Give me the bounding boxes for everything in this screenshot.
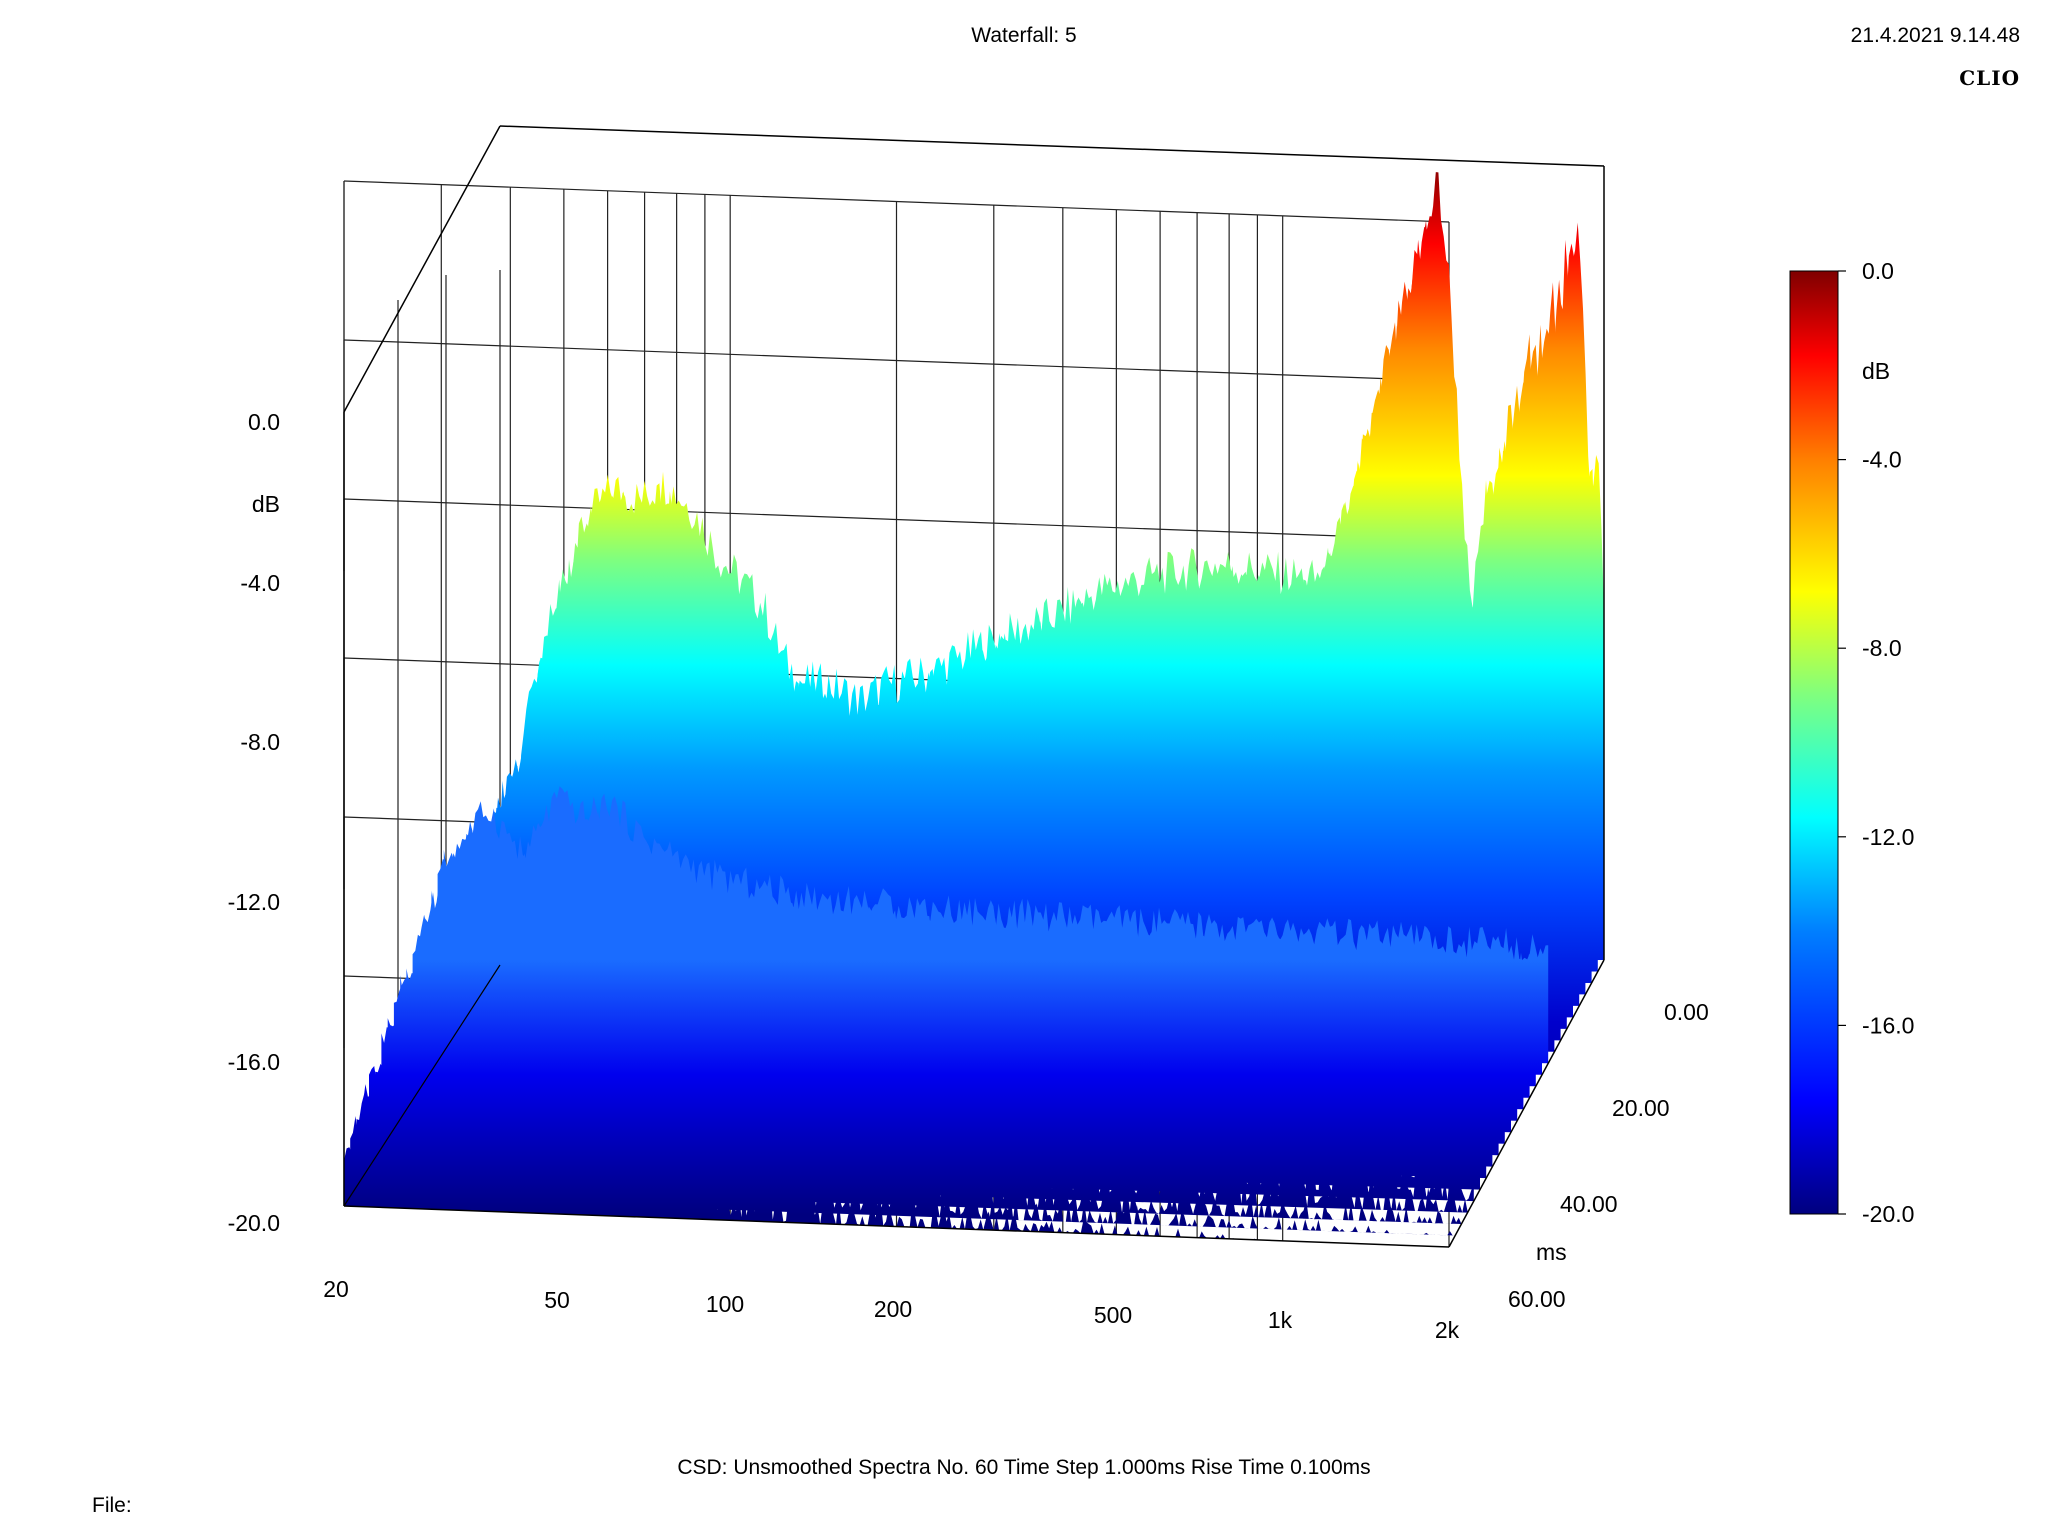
time-axis-line [1448, 959, 1605, 1248]
colorbar-tick-label: 0.0 [1862, 258, 1894, 284]
colorbar-tick-label: -4.0 [1862, 447, 1902, 473]
y-tick-label: -8.0 [240, 729, 280, 755]
y-tick-label: -20.0 [228, 1210, 280, 1236]
frame-line [343, 964, 501, 1207]
y-tick-label: -4.0 [240, 570, 280, 596]
file-label: File: [92, 1494, 132, 1517]
frequency-tick-label: 50 [544, 1287, 570, 1313]
colorbar-tick-label: -8.0 [1862, 635, 1902, 661]
time-tick-label: 20.00 [1612, 1095, 1670, 1121]
time-tick-label: 40.00 [1560, 1191, 1618, 1217]
frequency-tick-label: 1k [1268, 1307, 1293, 1333]
frequency-tick-label: 2k [1435, 1317, 1460, 1343]
time-axis-unit: ms [1536, 1239, 1567, 1265]
y-tick-label: -12.0 [228, 889, 280, 915]
y-tick-label: -16.0 [228, 1049, 280, 1075]
colorbar-tick-label: -16.0 [1862, 1012, 1914, 1038]
grid-line [343, 339, 1450, 382]
colorbar: 0.0 -4.0 -8.0 -12.0 -16.0 -20.0 dB [1789, 258, 1914, 1227]
y-axis-unit: dB [252, 491, 280, 517]
frequency-tick-label: 20 [323, 1276, 349, 1302]
frequency-tick-label: 500 [1094, 1302, 1132, 1328]
colorbar-tick-label: -12.0 [1862, 824, 1914, 850]
y-tick-label: 0.0 [248, 409, 280, 435]
colorbar-unit: dB [1862, 358, 1890, 384]
time-tick-label: 0.00 [1664, 999, 1709, 1025]
chart-title: Waterfall: 5 [971, 24, 1077, 47]
timestamp: 21.4.2021 9.14.48 [1850, 24, 2020, 47]
spectrum-slice [344, 1084, 1449, 1247]
frame-line [343, 125, 501, 413]
frequency-axis-line [343, 1205, 1450, 1248]
frequency-tick-label: 200 [874, 1296, 912, 1322]
frequency-tick-label: 100 [706, 1291, 744, 1317]
colorbar-tick-label: -20.0 [1862, 1201, 1914, 1227]
waterfall-surface [344, 172, 1604, 1247]
axis-frame: 0.0 -4.0 -8.0 -12.0 -16.0 -20.0 dB 20 50 100 200 50… [228, 125, 1709, 1343]
measurement-settings: CSD: Unsmoothed Spectra No. 60 Time Step… [677, 1456, 1371, 1479]
colorbar-scale [1789, 270, 1839, 1215]
grid-line [343, 180, 1450, 223]
time-tick-label: 60.00 [1508, 1286, 1566, 1312]
spectrum-slice [450, 345, 1555, 1052]
frame-line [499, 125, 1605, 167]
clio-logo: CLIO [1959, 66, 2020, 90]
grid-line [343, 498, 1450, 541]
